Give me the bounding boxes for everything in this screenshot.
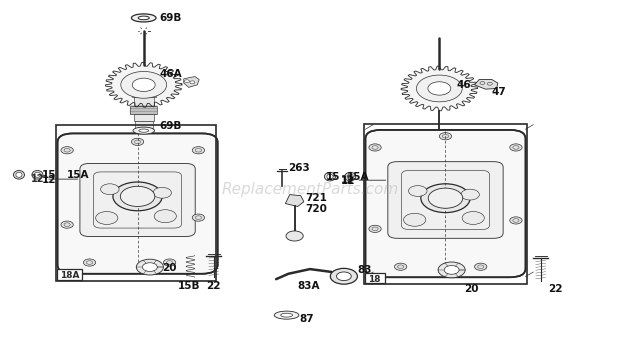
Ellipse shape — [32, 170, 43, 179]
Circle shape — [121, 71, 167, 98]
Polygon shape — [135, 121, 153, 128]
Polygon shape — [474, 79, 498, 89]
Circle shape — [428, 82, 451, 95]
Text: 12: 12 — [340, 176, 355, 186]
Circle shape — [510, 217, 522, 224]
Ellipse shape — [281, 313, 293, 317]
Polygon shape — [131, 92, 156, 98]
Circle shape — [132, 78, 155, 91]
Text: 69B: 69B — [159, 121, 182, 131]
Circle shape — [417, 75, 463, 102]
Ellipse shape — [138, 16, 149, 20]
FancyBboxPatch shape — [365, 273, 385, 283]
Text: 15B: 15B — [178, 281, 201, 291]
Text: 20: 20 — [464, 284, 479, 294]
Text: ReplacementParts.com: ReplacementParts.com — [221, 182, 399, 197]
Text: 83: 83 — [357, 265, 372, 275]
Ellipse shape — [324, 172, 335, 181]
Circle shape — [143, 263, 157, 272]
Text: 15A: 15A — [347, 171, 369, 182]
Ellipse shape — [139, 129, 149, 132]
Polygon shape — [134, 114, 154, 121]
Circle shape — [474, 263, 487, 270]
FancyBboxPatch shape — [57, 269, 82, 280]
FancyBboxPatch shape — [80, 163, 195, 237]
Circle shape — [440, 132, 451, 140]
Polygon shape — [130, 106, 157, 114]
Ellipse shape — [345, 172, 356, 181]
Circle shape — [461, 189, 479, 200]
Text: 263: 263 — [288, 163, 310, 173]
Circle shape — [337, 272, 352, 281]
Polygon shape — [184, 76, 199, 87]
Circle shape — [192, 214, 205, 221]
Circle shape — [369, 225, 381, 233]
Text: 47: 47 — [492, 87, 507, 97]
Ellipse shape — [327, 174, 333, 179]
Circle shape — [153, 187, 172, 198]
Text: 22: 22 — [206, 281, 220, 291]
Text: 12: 12 — [341, 175, 355, 185]
Circle shape — [164, 259, 175, 266]
FancyBboxPatch shape — [58, 134, 218, 274]
Ellipse shape — [131, 14, 156, 22]
Text: 46: 46 — [456, 80, 471, 90]
Polygon shape — [134, 98, 154, 106]
Circle shape — [510, 144, 522, 151]
FancyBboxPatch shape — [388, 162, 503, 238]
Text: 15: 15 — [42, 170, 56, 180]
Circle shape — [462, 211, 484, 225]
Circle shape — [190, 81, 195, 84]
Text: 12: 12 — [42, 175, 56, 185]
Polygon shape — [105, 63, 182, 107]
Text: 87: 87 — [299, 314, 314, 324]
Circle shape — [83, 259, 95, 266]
Circle shape — [438, 262, 465, 278]
Circle shape — [184, 80, 189, 83]
Circle shape — [286, 231, 303, 241]
Circle shape — [192, 147, 205, 154]
Circle shape — [136, 259, 164, 275]
Circle shape — [131, 138, 144, 146]
Text: 721: 721 — [306, 193, 327, 203]
Circle shape — [421, 184, 470, 213]
Text: 22: 22 — [548, 284, 562, 294]
Circle shape — [394, 263, 407, 270]
Text: 12: 12 — [30, 174, 44, 184]
Ellipse shape — [274, 311, 299, 319]
Circle shape — [369, 144, 381, 151]
Circle shape — [61, 147, 73, 154]
Circle shape — [409, 186, 427, 197]
Text: 46A: 46A — [159, 69, 182, 79]
Circle shape — [404, 213, 426, 226]
Circle shape — [95, 211, 118, 225]
Circle shape — [154, 210, 176, 223]
Text: 18A: 18A — [60, 271, 79, 280]
Ellipse shape — [14, 170, 25, 179]
FancyBboxPatch shape — [365, 130, 526, 277]
Text: 15: 15 — [326, 171, 340, 182]
Circle shape — [428, 188, 463, 208]
Ellipse shape — [34, 172, 40, 177]
Circle shape — [330, 268, 357, 284]
Text: 69B: 69B — [159, 13, 182, 23]
Circle shape — [444, 266, 459, 274]
Polygon shape — [401, 66, 477, 111]
Ellipse shape — [16, 172, 22, 177]
Circle shape — [61, 221, 73, 228]
Circle shape — [120, 186, 155, 206]
Circle shape — [100, 184, 119, 195]
Ellipse shape — [133, 127, 154, 134]
Circle shape — [113, 182, 162, 211]
Ellipse shape — [347, 174, 353, 179]
Text: 720: 720 — [306, 204, 327, 214]
Text: 15A: 15A — [67, 170, 90, 180]
Text: 20: 20 — [162, 262, 177, 273]
Text: 18: 18 — [368, 276, 381, 285]
Text: 83A: 83A — [298, 281, 320, 291]
Polygon shape — [285, 195, 304, 206]
